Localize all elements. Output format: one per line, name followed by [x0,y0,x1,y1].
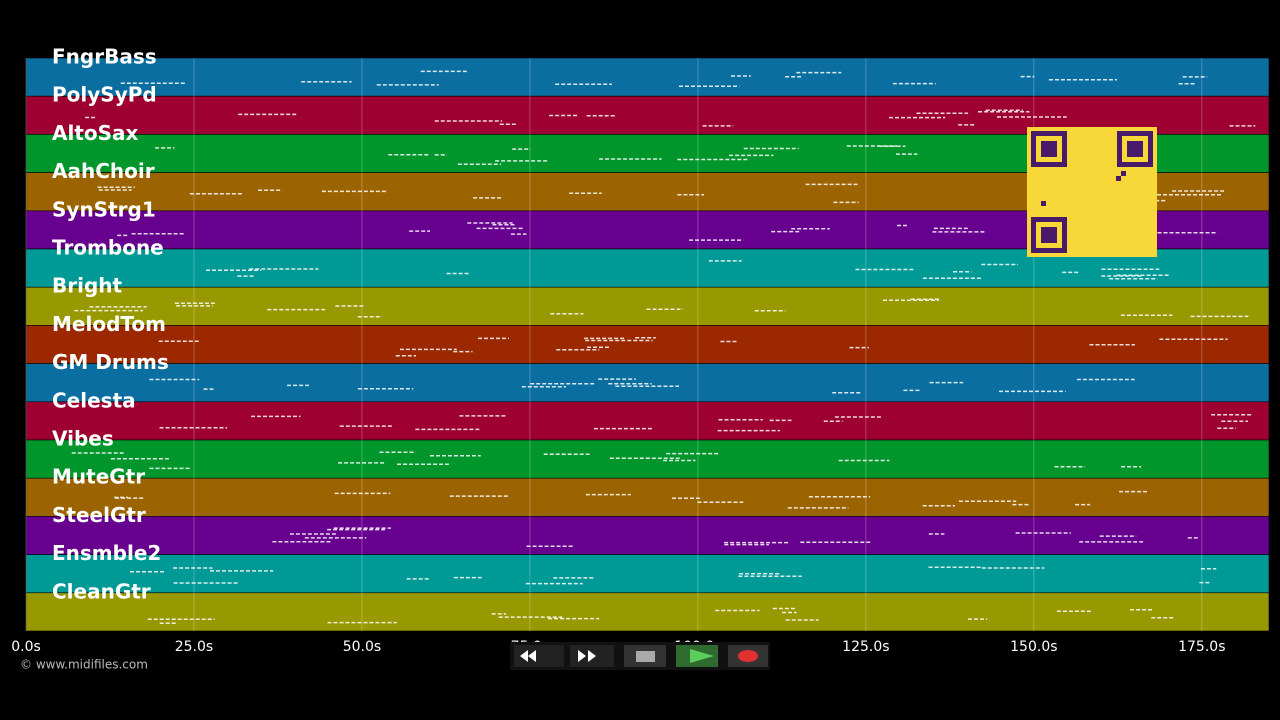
track-name: AltoSax [52,121,139,145]
time-tick-label: 125.0s [842,639,889,655]
track-band [25,477,1270,517]
track-name: AahChoir [52,159,155,183]
play-button[interactable] [676,645,718,667]
track-band [25,401,1270,441]
note-trace [272,527,1200,548]
note-trace [158,337,1228,357]
track-name: Bright [52,274,123,298]
track-band [25,516,1270,555]
qr-code [1027,127,1157,257]
track-band [25,554,1270,594]
forward-button[interactable] [570,645,614,667]
note-trace [159,413,1252,432]
note-trace [85,109,1256,127]
track-name: FngrBass [52,45,157,69]
copyright: © www.midifiles.com [20,658,148,672]
note-trace [149,378,1135,394]
time-tick-label: 25.0s [175,639,213,655]
track-name: CleanGtr [52,579,151,603]
track-band [25,286,1270,326]
track-name: Vibes [52,427,114,451]
note-trace [74,298,1249,318]
time-tick-label: 150.0s [1010,639,1057,655]
track-name: PolySyPd [52,83,157,107]
track-band [25,592,1270,632]
track-name: MelodTom [52,312,166,336]
track-name: SteelGtr [52,503,146,527]
track-band [25,57,1270,97]
record-button[interactable] [728,645,768,667]
time-tick-label: 175.0s [1178,639,1225,655]
note-trace [147,607,1175,625]
stop-button[interactable] [624,645,666,667]
note-trace [97,183,1226,204]
time-tick-label: 0.0s [11,639,41,655]
note-trace [71,451,1142,470]
time-tick-label: 50.0s [343,639,381,655]
track-name: Ensmble2 [52,541,161,565]
track-name: GM Drums [52,350,169,374]
note-trace [130,566,1217,585]
track-band [25,325,1270,364]
track-name: SynStrg1 [52,197,156,221]
note-trace [120,70,1208,87]
note-trace [114,490,1147,509]
track-name: MuteGtr [52,465,145,489]
rewind-button[interactable] [514,645,564,667]
track-name: Trombone [52,236,164,260]
track-band [25,363,1270,403]
transport-controls [510,642,770,670]
note-trace [117,222,1218,241]
note-trace [206,260,1171,280]
track-band [25,439,1270,479]
track-name: Celesta [52,388,136,412]
note-trace [155,145,1095,165]
